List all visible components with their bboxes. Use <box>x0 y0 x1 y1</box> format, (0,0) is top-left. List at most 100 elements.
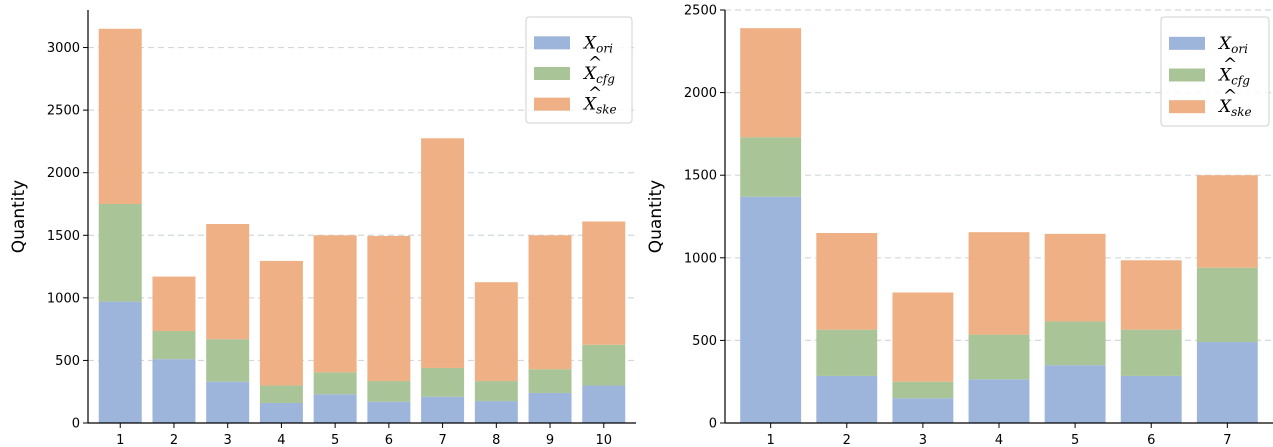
bars <box>98 28 626 423</box>
legend-label: Xori <box>582 33 613 55</box>
y-tick-label: 0 <box>72 417 80 432</box>
bar-xske-4 <box>259 260 303 386</box>
y-tick-label: 2500 <box>47 104 80 119</box>
legend-label: Xori <box>1217 34 1248 56</box>
bar-xske-8 <box>474 282 518 382</box>
bar-xori-7 <box>421 396 465 423</box>
legend-swatch <box>534 97 570 111</box>
bar-xske-1 <box>740 28 802 138</box>
y-tick-label: 2000 <box>47 166 80 181</box>
legend-swatch <box>534 67 570 80</box>
bars <box>740 28 1258 423</box>
bar-xske-7 <box>1196 175 1258 268</box>
x-tick-label: 3 <box>224 433 232 447</box>
bar-xcfg-7 <box>1196 267 1258 343</box>
bar-xori-1 <box>98 301 142 423</box>
y-axis-label: Quantity <box>9 180 29 253</box>
y-tick-label: 0 <box>709 417 717 432</box>
bar-xske-1 <box>98 28 142 204</box>
bar-xori-6 <box>1120 375 1182 423</box>
bar-xcfg-2 <box>816 329 878 376</box>
bar-xske-10 <box>582 221 626 345</box>
x-tick-label: 2 <box>170 433 178 447</box>
bar-xcfg-10 <box>582 344 626 386</box>
bar-xori-2 <box>816 375 878 423</box>
y-axis-label: Quantity <box>646 180 666 253</box>
bar-xcfg-4 <box>968 334 1030 380</box>
legend-swatch <box>1169 36 1205 50</box>
chart-right: 0 500 1000 1500 2000 2500 1 2 3 4 5 6 7 Quantity Xori X… <box>646 4 1273 447</box>
legend-label: Xske <box>582 95 617 117</box>
bar-xcfg-3 <box>892 381 954 399</box>
x-tick-label: 7 <box>1223 433 1231 447</box>
bar-xori-1 <box>740 196 802 423</box>
y-tick-label: 500 <box>55 354 80 369</box>
legend-swatch <box>534 36 570 50</box>
legend-label: Xcfg <box>582 64 615 86</box>
bar-xcfg-6 <box>367 381 411 402</box>
bar-xske-2 <box>816 233 878 330</box>
x-tick-label: 4 <box>995 433 1003 447</box>
x-tick-label: 6 <box>385 433 393 447</box>
x-tick-label: 1 <box>116 433 124 447</box>
legend-hat: ^ <box>1223 55 1237 75</box>
bar-xske-9 <box>528 235 572 370</box>
x-tick-label: 5 <box>1071 433 1079 447</box>
bar-xori-8 <box>474 401 518 423</box>
bar-xske-3 <box>892 292 954 382</box>
legend-hat: ^ <box>588 53 602 73</box>
bar-xcfg-1 <box>740 137 802 197</box>
bar-xcfg-9 <box>528 369 572 393</box>
x-tick-label: 10 <box>595 433 612 447</box>
bar-xcfg-5 <box>1044 321 1106 366</box>
legend-label: Xcfg <box>1217 66 1250 88</box>
bar-xske-2 <box>152 276 196 332</box>
legend-swatch <box>1169 68 1205 82</box>
x-tick-label: 2 <box>843 433 851 447</box>
bar-xske-5 <box>313 235 357 373</box>
x-tick-label: 4 <box>277 433 285 447</box>
bar-xske-6 <box>1120 260 1182 330</box>
legend-hat: ^ <box>588 84 602 104</box>
x-tick-label: 7 <box>438 433 446 447</box>
y-tick-label: 1000 <box>684 251 717 266</box>
y-tick-label: 2000 <box>684 86 717 101</box>
legend-swatch <box>1169 100 1205 114</box>
bar-xori-4 <box>968 379 1030 423</box>
bar-xske-4 <box>968 232 1030 335</box>
y-tick-label: 500 <box>692 334 717 349</box>
y-tick-label: 1500 <box>47 229 80 244</box>
bar-xori-4 <box>259 402 303 423</box>
bar-xske-3 <box>206 224 250 340</box>
bar-xcfg-8 <box>474 381 518 402</box>
bar-xcfg-2 <box>152 331 196 360</box>
bar-xori-3 <box>206 381 250 423</box>
bar-xori-3 <box>892 398 954 423</box>
y-tick-label: 1000 <box>47 291 80 306</box>
bar-xske-7 <box>421 138 465 368</box>
bar-xori-9 <box>528 392 572 423</box>
x-tick-label: 3 <box>919 433 927 447</box>
x-tick-label: 5 <box>331 433 339 447</box>
bar-xcfg-1 <box>98 203 142 302</box>
y-tick-label: 2500 <box>684 4 717 19</box>
x-tick-label: 8 <box>492 433 500 447</box>
legend-label: Xske <box>1217 97 1252 119</box>
bar-xcfg-7 <box>421 367 465 397</box>
bar-xske-5 <box>1044 233 1106 322</box>
bar-xori-5 <box>1044 365 1106 423</box>
chart-left: 0 500 1000 1500 2000 2500 3000 1 2 3 4 5 6 7 8 9 10 Quant… <box>9 10 636 447</box>
bar-xcfg-6 <box>1120 329 1182 376</box>
bar-xcfg-4 <box>259 385 303 403</box>
bar-xcfg-3 <box>206 339 250 382</box>
bar-xori-2 <box>152 359 196 423</box>
y-tick-label: 3000 <box>47 41 80 56</box>
y-tick-label: 1500 <box>684 169 717 184</box>
bar-xske-6 <box>367 235 411 382</box>
x-tick-label: 9 <box>546 433 554 447</box>
x-tick-label: 6 <box>1147 433 1155 447</box>
x-tick-label: 1 <box>767 433 775 447</box>
bar-xori-7 <box>1196 342 1258 423</box>
